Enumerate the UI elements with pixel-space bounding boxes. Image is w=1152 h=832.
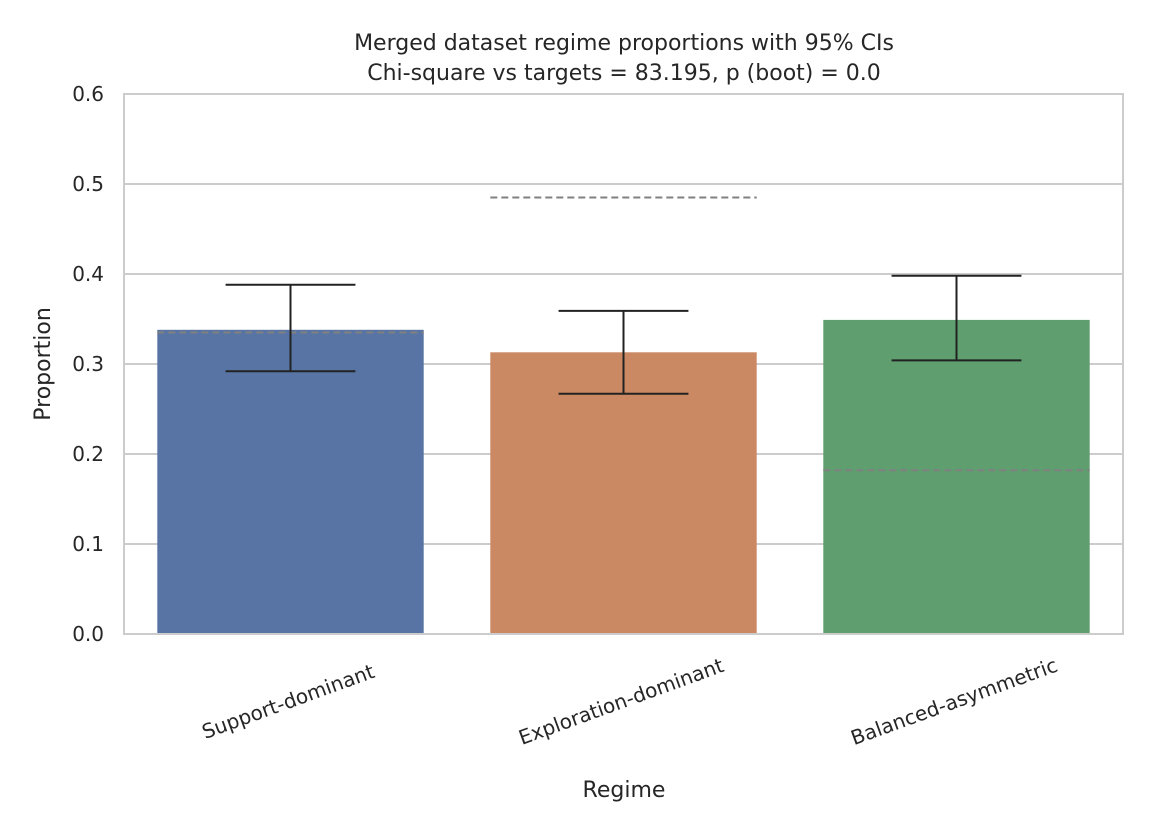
y-tick-label: 0.3: [72, 352, 104, 376]
x-tick-label: Exploration-dominant: [515, 653, 727, 750]
bar: [490, 352, 757, 634]
error-bars: [225, 274, 1022, 395]
x-tick-label: Balanced-asymmetric: [848, 653, 1061, 750]
chart-subtitle: Chi-square vs targets = 83.195, p (boot)…: [367, 61, 881, 86]
y-tick-labels: 0.0 0.1 0.2 0.3 0.4 0.5 0.6: [72, 82, 104, 646]
x-tick-label: Support-dominant: [199, 659, 378, 744]
bars: [157, 319, 1090, 634]
plot-frame: [123, 93, 1124, 635]
x-axis-title: Regime: [583, 778, 666, 803]
y-tick-label: 0.4: [72, 262, 104, 286]
y-tick-label: 0.1: [72, 532, 104, 556]
bar: [157, 329, 424, 634]
y-axis-title: Proportion: [31, 307, 56, 421]
x-tick-labels: Support-dominant Exploration-dominant Bala…: [199, 653, 1061, 750]
y-tick-label: 0.2: [72, 442, 104, 466]
chart-title: Merged dataset regime proportions with 9…: [354, 31, 894, 56]
y-tick-label: 0.0: [72, 622, 104, 646]
y-tick-label: 0.6: [72, 82, 104, 106]
y-tick-label: 0.5: [72, 172, 104, 196]
bar: [823, 319, 1090, 634]
